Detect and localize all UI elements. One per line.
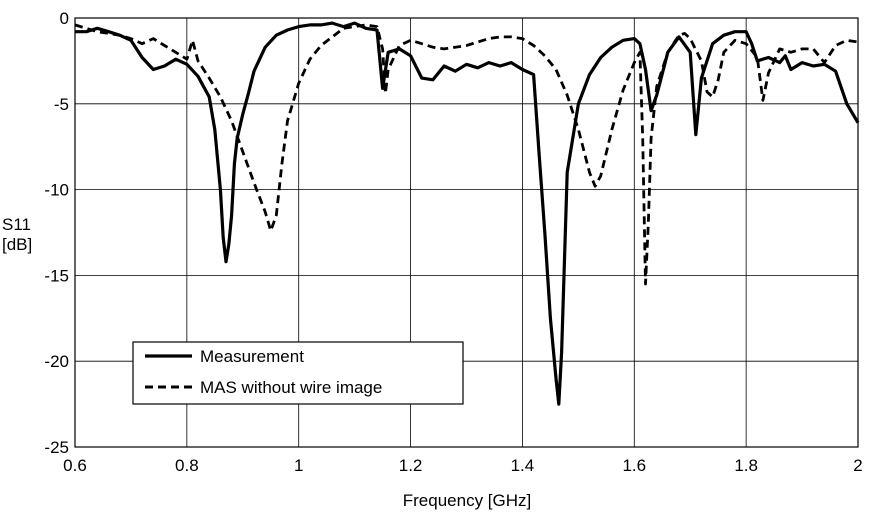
x-tick-label: 1.2 <box>399 456 423 475</box>
y-axis-label-line-1: S11 <box>2 215 31 234</box>
legend: Measurement MAS without wire image <box>132 341 464 405</box>
y-tick-label: -5 <box>54 95 69 114</box>
x-tick-label: 0.8 <box>175 456 199 475</box>
y-axis-label-line-2: [dB] <box>2 235 32 254</box>
y-tick-labels: 0 -5 -10 -15 -20 -25 <box>44 9 69 457</box>
y-tick-label: -10 <box>44 181 69 200</box>
legend-label-measurement: Measurement <box>200 347 304 366</box>
y-tick-label: 0 <box>60 9 69 28</box>
series-line-mas <box>74 23 859 286</box>
x-tick-labels: 0.6 0.8 1 1.2 1.4 1.6 1.8 2 <box>63 456 863 475</box>
series-line-measurement <box>75 21 860 406</box>
x-tick-label: 1 <box>294 456 303 475</box>
x-tick-label: 1.6 <box>622 456 646 475</box>
x-tick-label: 2 <box>853 456 862 475</box>
legend-label-mas: MAS without wire image <box>200 378 382 397</box>
x-tick-label: 0.6 <box>63 456 87 475</box>
x-tick-label: 1.4 <box>511 456 535 475</box>
y-tick-label: -25 <box>44 438 69 457</box>
x-tick-label: 1.8 <box>734 456 758 475</box>
plot-frame <box>74 17 859 448</box>
y-tick-label: -15 <box>44 266 69 285</box>
y-tick-label: -20 <box>44 352 69 371</box>
legend-box <box>132 341 464 405</box>
series-lines <box>74 21 860 406</box>
x-axis-label: Frequency [GHz] <box>403 491 532 510</box>
